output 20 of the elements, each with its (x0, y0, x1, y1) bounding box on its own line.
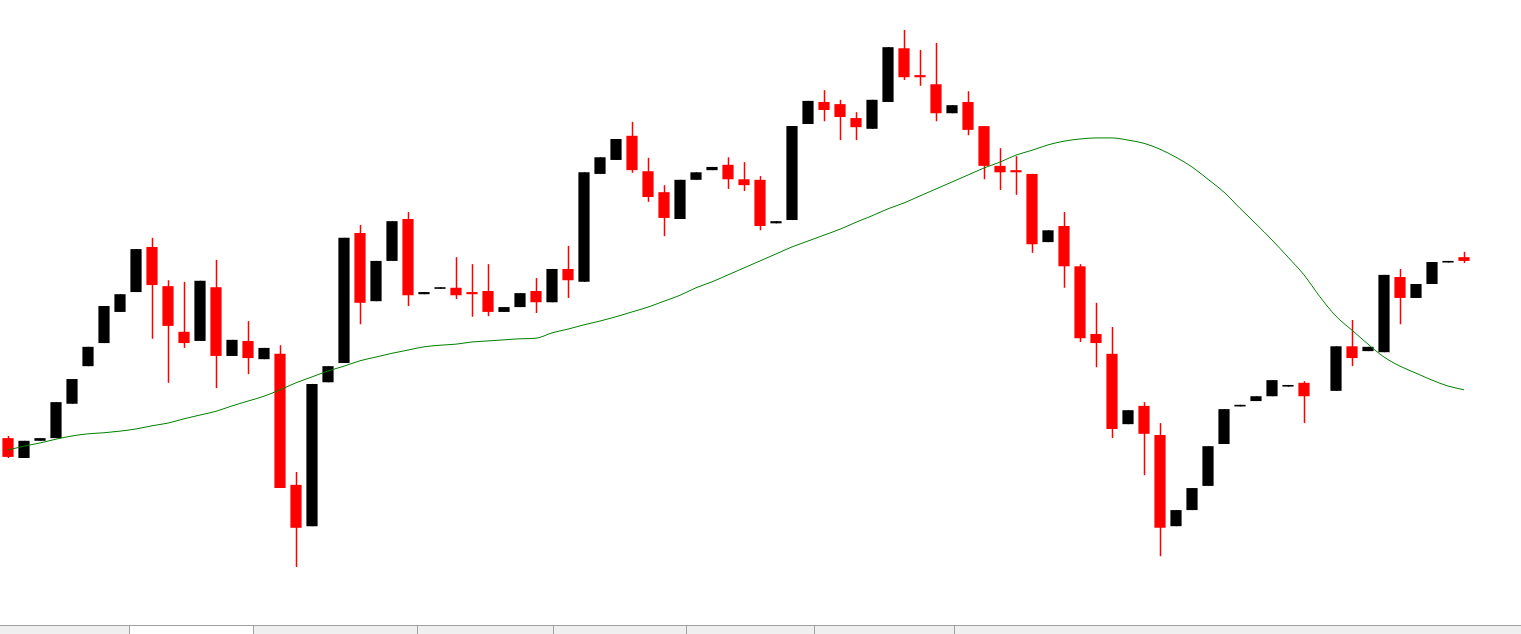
candlestick (834, 99, 846, 141)
candlestick (466, 263, 478, 318)
candlestick (450, 256, 462, 300)
candlestick (818, 89, 830, 123)
candlestick (482, 263, 494, 317)
candlestick (562, 245, 574, 299)
candlestick (914, 49, 926, 87)
candlestick (530, 277, 542, 314)
candlestick (1346, 319, 1358, 367)
candlestick (1010, 155, 1022, 196)
candlestick (1394, 268, 1406, 326)
candlestick (738, 161, 750, 192)
candlestick (1298, 380, 1310, 424)
candlestick (178, 281, 190, 349)
candlestick (610, 138, 622, 161)
candlestick (994, 147, 1006, 191)
candlestick (242, 320, 254, 375)
candlestick (1090, 302, 1102, 368)
candlestick (850, 111, 862, 141)
candlestick (722, 156, 734, 190)
